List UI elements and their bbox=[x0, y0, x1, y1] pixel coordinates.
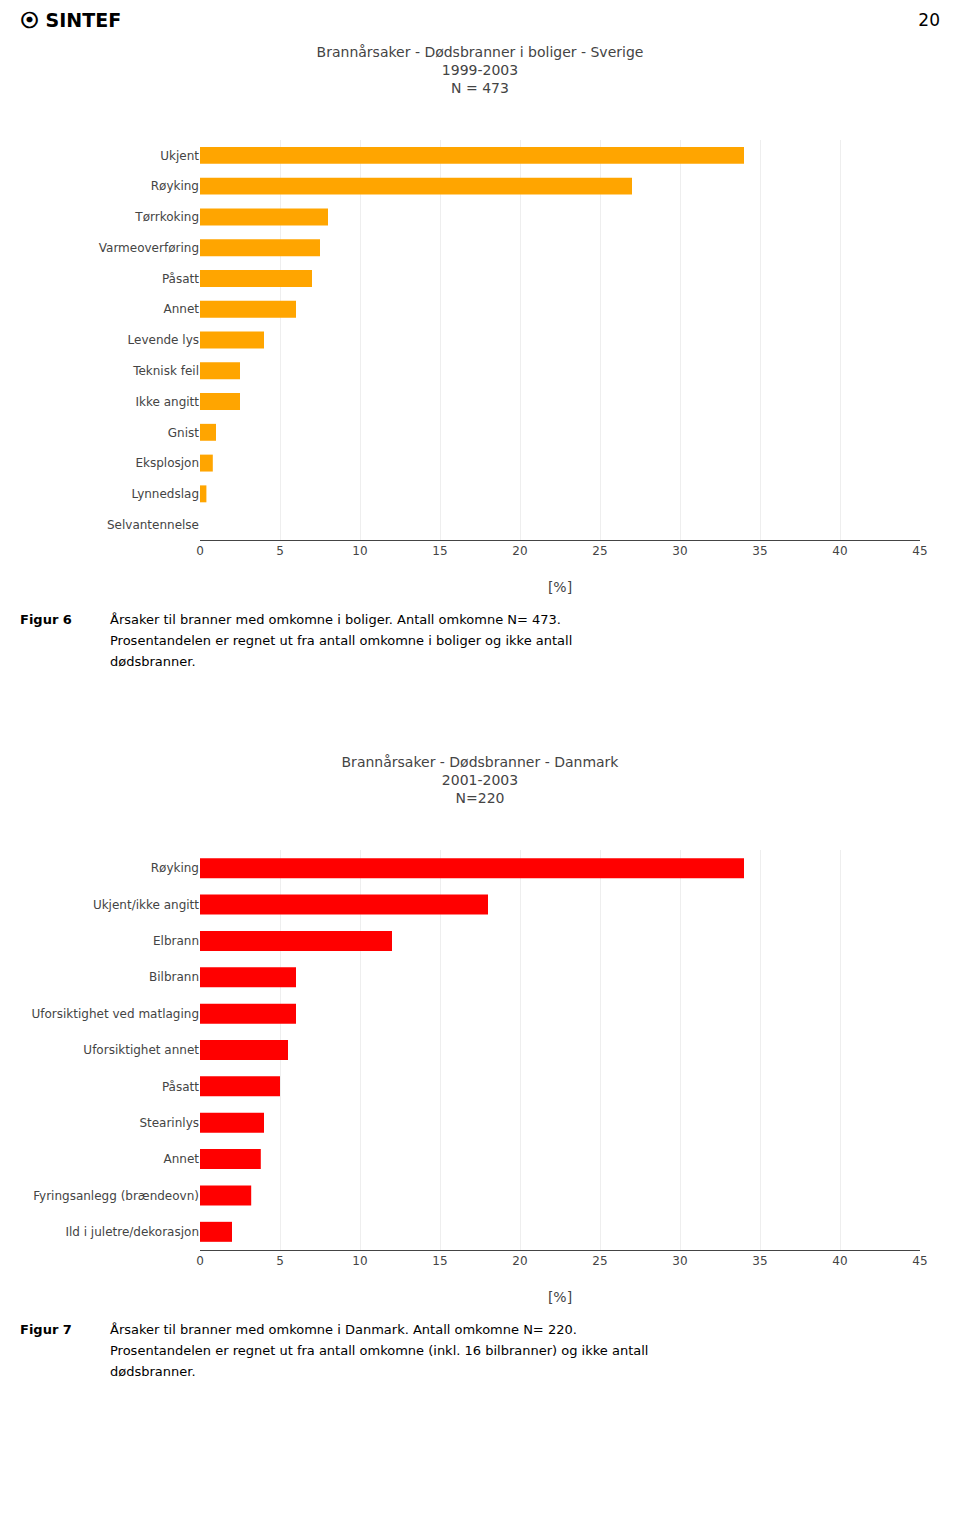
svg-text:Eksplosjon: Eksplosjon bbox=[135, 456, 199, 470]
svg-text:30: 30 bbox=[672, 544, 687, 558]
svg-text:30: 30 bbox=[672, 1254, 687, 1268]
svg-text:Påsatt: Påsatt bbox=[162, 1080, 199, 1094]
html-text:20: 20 bbox=[918, 10, 940, 30]
svg-text:40: 40 bbox=[832, 544, 847, 558]
svg-text:Tørrkoking: Tørrkoking bbox=[134, 210, 199, 224]
svg-text:10: 10 bbox=[352, 544, 367, 558]
svg-text:Elbrann: Elbrann bbox=[153, 934, 199, 948]
svg-text:Levende lys: Levende lys bbox=[128, 333, 199, 347]
svg-text:Fyringsanlegg (brændeovn): Fyringsanlegg (brændeovn) bbox=[33, 1189, 199, 1203]
svg-text:10: 10 bbox=[352, 1254, 367, 1268]
svg-text:Selvantennelse: Selvantennelse bbox=[107, 518, 199, 532]
svg-text:Teknisk feil: Teknisk feil bbox=[132, 364, 199, 378]
svg-text:15: 15 bbox=[432, 544, 447, 558]
svg-text:Påsatt: Påsatt bbox=[162, 272, 199, 286]
svg-text:Varmeoverføring: Varmeoverføring bbox=[99, 241, 199, 255]
svg-text:Gnist: Gnist bbox=[168, 426, 199, 440]
html-text:Figur 6: Figur 6 bbox=[20, 612, 72, 627]
svg-text:Uforsiktighet annet: Uforsiktighet annet bbox=[83, 1043, 199, 1057]
svg-text:Ukjent: Ukjent bbox=[160, 149, 199, 163]
svg-text:Ukjent/ikke angitt: Ukjent/ikke angitt bbox=[93, 898, 199, 912]
svg-text:Røyking: Røyking bbox=[151, 179, 199, 193]
svg-text:Annet: Annet bbox=[163, 1152, 199, 1166]
svg-text:Røyking: Røyking bbox=[151, 861, 199, 875]
html-text:Årsaker til branner med omkomn: Årsaker til branner med omkomne i Danmar… bbox=[110, 1322, 577, 1337]
svg-text:40: 40 bbox=[832, 1254, 847, 1268]
html-text:dødsbranner.: dødsbranner. bbox=[110, 653, 196, 669]
svg-text:Stearinlys: Stearinlys bbox=[139, 1116, 199, 1130]
html-text:⦿ SINTEF: ⦿ SINTEF bbox=[20, 9, 122, 31]
svg-text:25: 25 bbox=[592, 1254, 607, 1268]
html-text:dødsbranner.: dødsbranner. bbox=[110, 1363, 196, 1379]
svg-text:5: 5 bbox=[276, 1254, 284, 1268]
html-text:Årsaker til branner med omkomn: Årsaker til branner med omkomne i bolige… bbox=[110, 612, 561, 627]
svg-text:35: 35 bbox=[752, 544, 767, 558]
svg-text:15: 15 bbox=[432, 1254, 447, 1268]
svg-text:20: 20 bbox=[512, 544, 527, 558]
svg-text:[%]: [%] bbox=[548, 1289, 572, 1305]
svg-text:Brannårsaker - Dødsbranner - D: Brannårsaker - Dødsbranner - Danmark2001… bbox=[342, 754, 620, 806]
svg-text:5: 5 bbox=[276, 544, 284, 558]
svg-text:[%]: [%] bbox=[548, 579, 572, 595]
svg-text:Brannårsaker - Dødsbranner i b: Brannårsaker - Dødsbranner i boliger - S… bbox=[317, 44, 644, 96]
svg-text:Bilbrann: Bilbrann bbox=[149, 970, 199, 984]
svg-text:Lynnedslag: Lynnedslag bbox=[132, 487, 199, 501]
svg-text:0: 0 bbox=[196, 544, 204, 558]
svg-text:Ikke angitt: Ikke angitt bbox=[135, 395, 199, 409]
svg-text:25: 25 bbox=[592, 544, 607, 558]
svg-text:0: 0 bbox=[196, 1254, 204, 1268]
html-text:Prosentandelen er regnet ut fr: Prosentandelen er regnet ut fra antall o… bbox=[110, 1342, 649, 1358]
html-text:Figur 7: Figur 7 bbox=[20, 1322, 72, 1337]
svg-text:35: 35 bbox=[752, 1254, 767, 1268]
svg-text:20: 20 bbox=[512, 1254, 527, 1268]
svg-text:45: 45 bbox=[912, 544, 927, 558]
svg-text:Ild i juletre/dekorasjon: Ild i juletre/dekorasjon bbox=[65, 1225, 199, 1239]
svg-text:Uforsiktighet ved matlaging: Uforsiktighet ved matlaging bbox=[31, 1007, 199, 1021]
html-text:Prosentandelen er regnet ut fr: Prosentandelen er regnet ut fra antall o… bbox=[110, 632, 573, 648]
svg-text:45: 45 bbox=[912, 1254, 927, 1268]
svg-text:Annet: Annet bbox=[163, 302, 199, 316]
